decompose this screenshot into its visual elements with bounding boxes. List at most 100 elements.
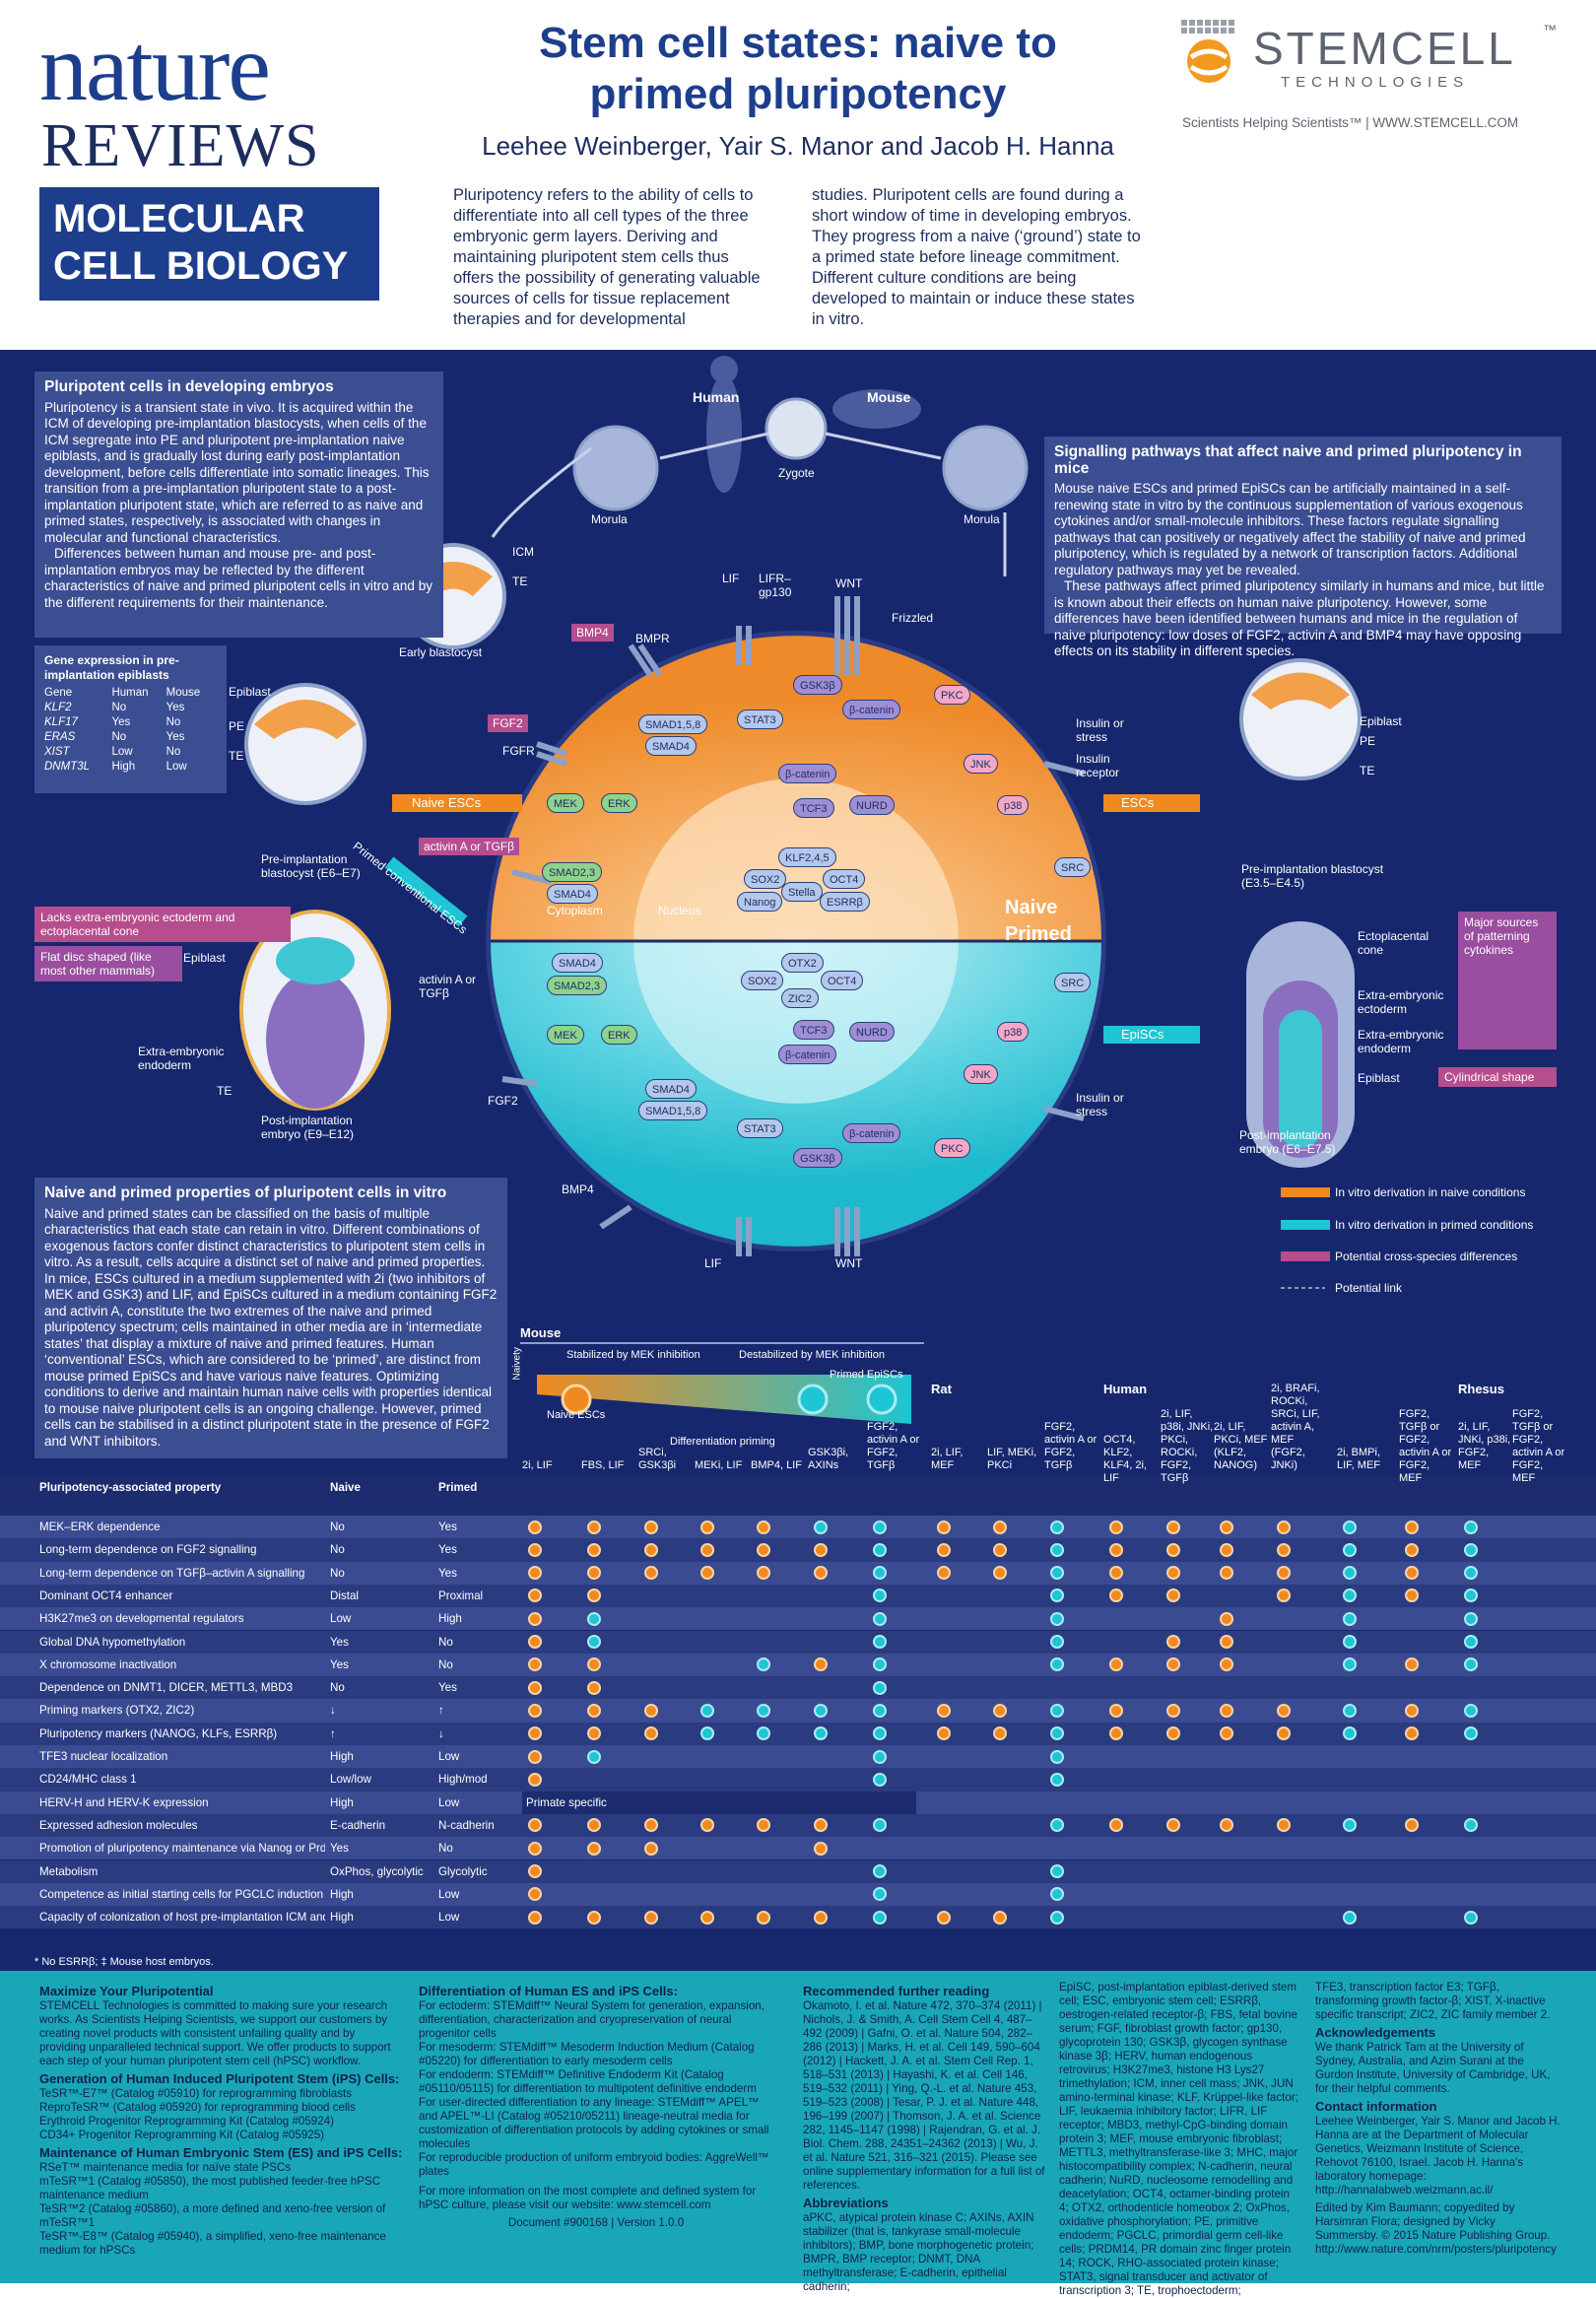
- morula-left-label: Morula: [591, 512, 628, 526]
- insulin-label: Insulin or stress: [1076, 716, 1124, 744]
- table-row: HERV-H and HERV-K expression High Low Prima…: [0, 1791, 1596, 1814]
- primed-value-cell: High/mod: [438, 1773, 488, 1787]
- morula-right-icon: [942, 425, 1029, 511]
- naive-dot: [1166, 1703, 1180, 1718]
- naive-dot: [757, 1520, 770, 1534]
- naive-dot: [644, 1520, 658, 1534]
- primed-dot: [1464, 1611, 1478, 1626]
- property-cell: TFE3 nuclear localization: [39, 1750, 168, 1763]
- naive-dot: [937, 1566, 951, 1581]
- activin2-label: activin A or TGFβ: [419, 973, 477, 1000]
- sig-panel-p1: Mouse naive ESCs and primed EpiSCs can b…: [1054, 481, 1526, 577]
- primed-dot: [873, 1588, 887, 1603]
- property-cell: Global DNA hypomethylation: [39, 1635, 186, 1649]
- mouse-cell: No: [166, 716, 181, 728]
- naive-dot: [528, 1772, 542, 1787]
- legend-naive: In vitro derivation in naive conditions: [1335, 1185, 1526, 1199]
- p-src-node: SRC: [1054, 973, 1092, 992]
- primed-dot: [814, 1726, 828, 1741]
- primed-value-cell: No: [438, 1657, 453, 1671]
- naive-dot: [1109, 1726, 1123, 1741]
- naive-dot: [937, 1542, 951, 1557]
- naive-dot: [528, 1588, 542, 1603]
- naive-dot: [1166, 1657, 1180, 1672]
- gene-table-panel: Gene expression in pre-implantation epib…: [34, 645, 227, 793]
- te-label: TE: [512, 574, 528, 588]
- naive-value-cell: Low: [330, 1612, 352, 1626]
- human-header: Human: [111, 687, 149, 699]
- authors: Leehee Weinberger, Yair S. Manor and Jac…: [482, 131, 1114, 161]
- icm-label: ICM: [512, 545, 534, 559]
- naive-dot: [587, 1910, 601, 1925]
- table-row: Metabolism OxPhos, glycolytic Glycolytic: [0, 1859, 1596, 1883]
- insulin-receptor-label: Insulin receptor: [1076, 752, 1120, 779]
- condition-header: 2i, LIF, p38i, JNKi, PKCi, ROCKi, FGF2, …: [1161, 1408, 1214, 1484]
- naive-value-cell: High: [330, 1750, 354, 1763]
- primed-dot: [873, 1703, 887, 1718]
- naive-dot: [700, 1566, 714, 1581]
- primed-dot: [1050, 1566, 1064, 1581]
- stemcell-subtitle: TECHNOLOGIES: [1281, 74, 1470, 91]
- naive-dot: [1220, 1657, 1233, 1672]
- legend-link: Potential link: [1335, 1281, 1403, 1295]
- condition-header: GSK3βi, AXINs: [808, 1447, 849, 1471]
- primed-value-cell: High: [438, 1612, 462, 1626]
- dev-panel-title: Pluripotent cells in developing embryos: [44, 378, 334, 395]
- property-cell: Promotion of pluripotency maintenance vi…: [39, 1842, 325, 1856]
- gene-table-title: Gene expression in pre-implantation epib…: [44, 653, 179, 682]
- naive-dot: [1220, 1542, 1233, 1557]
- primed-dot: [1050, 1772, 1064, 1787]
- gen-item: CD34+ Progenitor Reprogramming Kit (Cata…: [39, 2129, 325, 2141]
- naive-value-cell: Low/low: [330, 1773, 371, 1787]
- poster-body: Human Mouse Zygote Morula Morula ICM TE …: [0, 350, 1596, 1971]
- primed-dot: [1343, 1818, 1357, 1833]
- gene-row: KLF17 Yes No: [44, 715, 217, 730]
- dev-embryos-panel: Pluripotent cells in developing embryos …: [34, 372, 443, 638]
- footer-col3: Recommended further reading Okamoto, I. …: [803, 1981, 1049, 2294]
- gen-item: ReproTeSR™ (Catalog #05920) for reprogra…: [39, 2101, 356, 2114]
- primed-dot: [1050, 1635, 1064, 1650]
- n-jnk-node: JNK: [964, 754, 998, 774]
- naive-dot: [1220, 1818, 1233, 1833]
- human-silhouette-icon: [706, 374, 742, 493]
- naive-dot: [1405, 1818, 1419, 1833]
- epiblast-m-label: Epiblast: [1358, 1071, 1400, 1085]
- activin-badge: activin A or TGFβ: [419, 838, 520, 855]
- naive-dot: [528, 1657, 542, 1672]
- gen-item: Erythroid Progenitor Reprogramming Kit (…: [39, 2115, 335, 2128]
- naive-dot: [1166, 1635, 1180, 1650]
- property-cell: X chromosome inactivation: [39, 1657, 177, 1671]
- max-text: STEMCELL Technologies is committed to ma…: [39, 1999, 391, 2067]
- n-smad4b-node: SMAD4: [547, 884, 598, 904]
- naive-value-cell: Yes: [330, 1635, 349, 1649]
- mouse-silhouette-icon: [832, 389, 921, 429]
- primed-dot: [587, 1611, 601, 1626]
- naive-dot: [644, 1566, 658, 1581]
- episcs-arrow-label: EpiSCs: [1121, 1027, 1164, 1042]
- contact-text: Leehee Weinberger, Yair S. Manor and Jac…: [1315, 2115, 1561, 2197]
- primed-dot: [873, 1910, 887, 1925]
- gene-cell: DNMT3L: [44, 761, 91, 773]
- n-smad158-node: SMAD1,5,8: [638, 714, 708, 734]
- naive-dot: [1405, 1566, 1419, 1581]
- naive-dot: [1405, 1520, 1419, 1534]
- condition-header: 2i, BMPi, LIF, MEF: [1337, 1447, 1381, 1471]
- naive-dot: [528, 1749, 542, 1764]
- naive-dot: [528, 1910, 542, 1925]
- gene-row: XIST Low No: [44, 745, 217, 760]
- naive-dot: [1220, 1566, 1233, 1581]
- naive-dot: [814, 1818, 828, 1833]
- naive-dot: [1109, 1818, 1123, 1833]
- primed-dot: [1050, 1818, 1064, 1833]
- ack-title: Acknowledgements: [1315, 2025, 1436, 2040]
- naive-escs-arrow-label: Naive ESCs: [412, 795, 482, 810]
- signalling-panel: Signalling pathways that affect naive an…: [1044, 437, 1562, 658]
- trademark-mark: ™: [1543, 22, 1557, 37]
- naive-value-cell: No: [330, 1681, 345, 1695]
- primed-dot: [1050, 1657, 1064, 1672]
- diff-item: For ectoderm: STEMdiff™ Neural System fo…: [419, 1999, 765, 2040]
- naive-dot: [937, 1726, 951, 1741]
- rec-text: Okamoto, I. et al. Nature 472, 370–374 (…: [803, 1999, 1045, 2192]
- table-row: CD24/MHC class 1 Low/low High/mod: [0, 1768, 1596, 1791]
- naive-dot: [700, 1910, 714, 1925]
